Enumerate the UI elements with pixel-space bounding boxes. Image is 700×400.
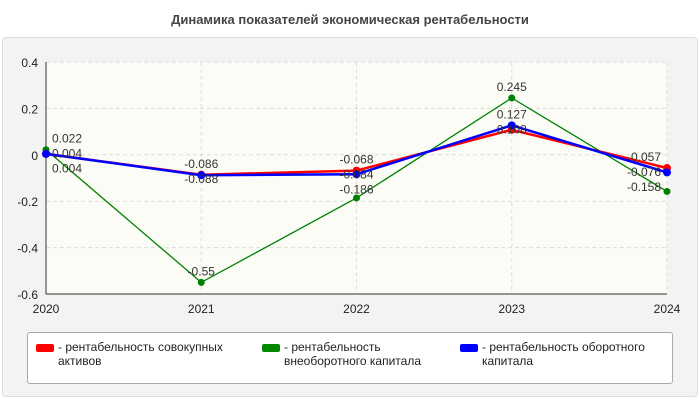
data-label: 0.127 — [497, 107, 527, 121]
data-label: 0.245 — [497, 80, 527, 94]
data-label: -0.186 — [339, 183, 373, 197]
x-tick-label: 2020 — [33, 302, 60, 316]
data-label: -0.084 — [339, 168, 373, 182]
data-point — [508, 94, 516, 102]
data-label: -0.55 — [188, 264, 216, 278]
data-point — [663, 168, 671, 177]
data-label: -0.057 — [627, 150, 661, 164]
x-tick-label: 2021 — [188, 302, 215, 316]
chart-title: Динамика показателей экономическая рента… — [171, 12, 529, 27]
legend-item-assets[interactable]: - рентабельность совокупных активов — [36, 340, 246, 368]
legend: - рентабельность совокупных активов - ре… — [27, 332, 673, 384]
x-tick-label: 2022 — [343, 302, 370, 316]
y-tick-label: -0.6 — [17, 288, 38, 302]
x-tick-label: 2024 — [654, 302, 681, 316]
data-label: -0.068 — [339, 153, 373, 167]
legend-label: - рентабельность оборотного капитала — [482, 340, 645, 368]
data-point — [507, 121, 516, 130]
legend-label: - рентабельность совокупных активов — [58, 340, 223, 368]
legend-item-fixed-capital[interactable]: - рентабельность внеоборотного капитала — [262, 340, 452, 368]
data-label: 0.108 — [497, 122, 527, 136]
data-point — [352, 170, 361, 179]
data-point — [663, 187, 671, 195]
legend-swatch — [460, 344, 478, 352]
y-tick-label: 0.2 — [21, 102, 38, 116]
data-point — [197, 171, 206, 180]
data-point — [42, 149, 50, 158]
y-tick-label: -0.4 — [17, 242, 38, 256]
data-label: -0.076 — [627, 165, 661, 179]
data-point — [353, 194, 360, 202]
legend-item-working-capital[interactable]: - рентабельность оборотного капитала — [460, 340, 665, 368]
data-label: 0.022 — [52, 132, 82, 146]
y-tick-label: -0.2 — [17, 195, 38, 209]
data-label: -0.086 — [184, 157, 218, 171]
y-tick-label: 0 — [31, 149, 38, 163]
x-tick-label: 2023 — [498, 302, 525, 316]
legend-swatch — [262, 344, 280, 352]
legend-swatch — [36, 344, 54, 352]
y-tick-label: 0.4 — [21, 56, 38, 70]
data-point — [197, 278, 205, 286]
data-label: 0.004 — [52, 162, 82, 176]
data-label: -0.158 — [627, 180, 661, 194]
data-label: 0.004 — [52, 147, 82, 161]
legend-label: - рентабельность внеоборотного капитала — [284, 340, 421, 368]
data-label: -0.088 — [184, 172, 218, 186]
